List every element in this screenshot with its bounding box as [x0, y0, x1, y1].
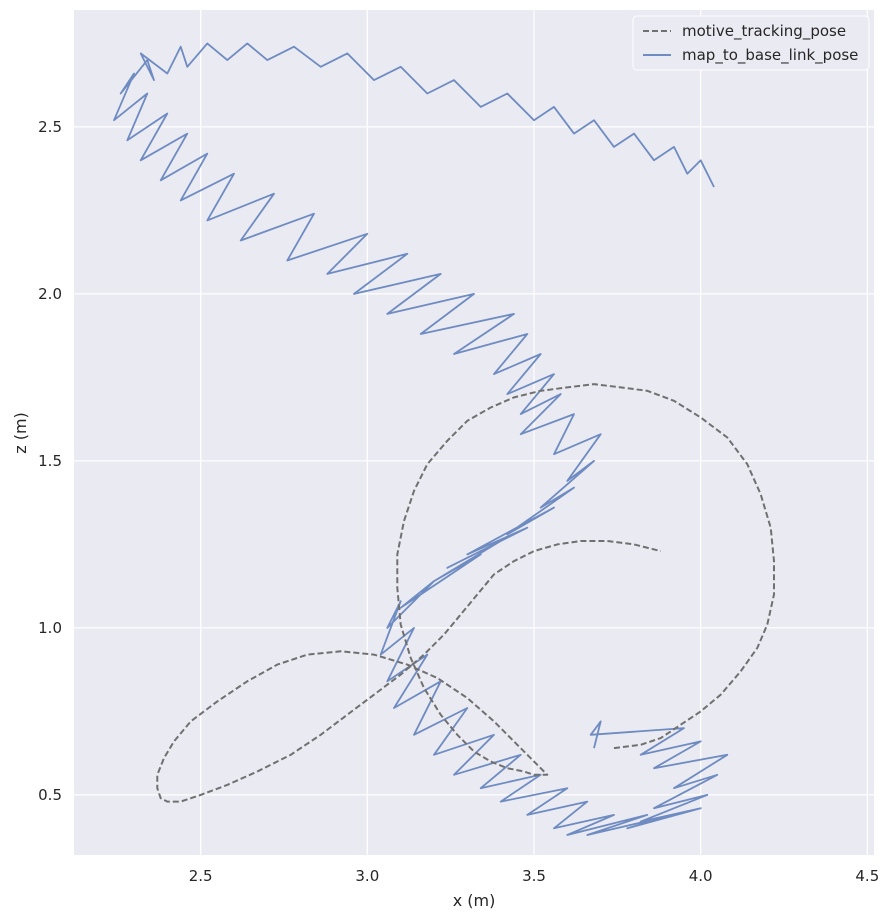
y-tick-label: 2.5: [38, 118, 62, 136]
legend-label-map-to-base-link-pose: map_to_base_link_pose: [682, 46, 858, 65]
x-tick-label: 4.5: [855, 867, 879, 885]
legend-label-motive-tracking-pose: motive_tracking_pose: [682, 22, 846, 41]
x-tick-label: 2.5: [189, 867, 213, 885]
y-tick-label: 0.5: [38, 786, 62, 804]
legend: motive_tracking_pose map_to_base_link_po…: [632, 15, 870, 71]
x-tick-label: 3.0: [355, 867, 379, 885]
y-tick-label: 2.0: [38, 285, 62, 303]
x-tick-labels: 2.5 3.0 3.5 4.0 4.5: [189, 867, 880, 885]
series-line-motive-tracking-pose: [156, 383, 775, 803]
y-tick-label: 1.0: [38, 619, 62, 637]
y-tick-labels: 0.5 1.0 1.5 2.0 2.5: [38, 118, 62, 804]
series-line-map-to-base-link-pose: [113, 42, 729, 836]
x-tick-label: 4.0: [689, 867, 713, 885]
y-tick-label: 1.5: [38, 452, 62, 470]
x-axis-label: x (m): [453, 891, 496, 910]
series-layer: [113, 42, 775, 836]
legend-box: [632, 15, 870, 71]
x-tick-label: 3.5: [522, 867, 546, 885]
plot-background: [74, 10, 874, 855]
y-axis-label: z (m): [11, 412, 30, 454]
